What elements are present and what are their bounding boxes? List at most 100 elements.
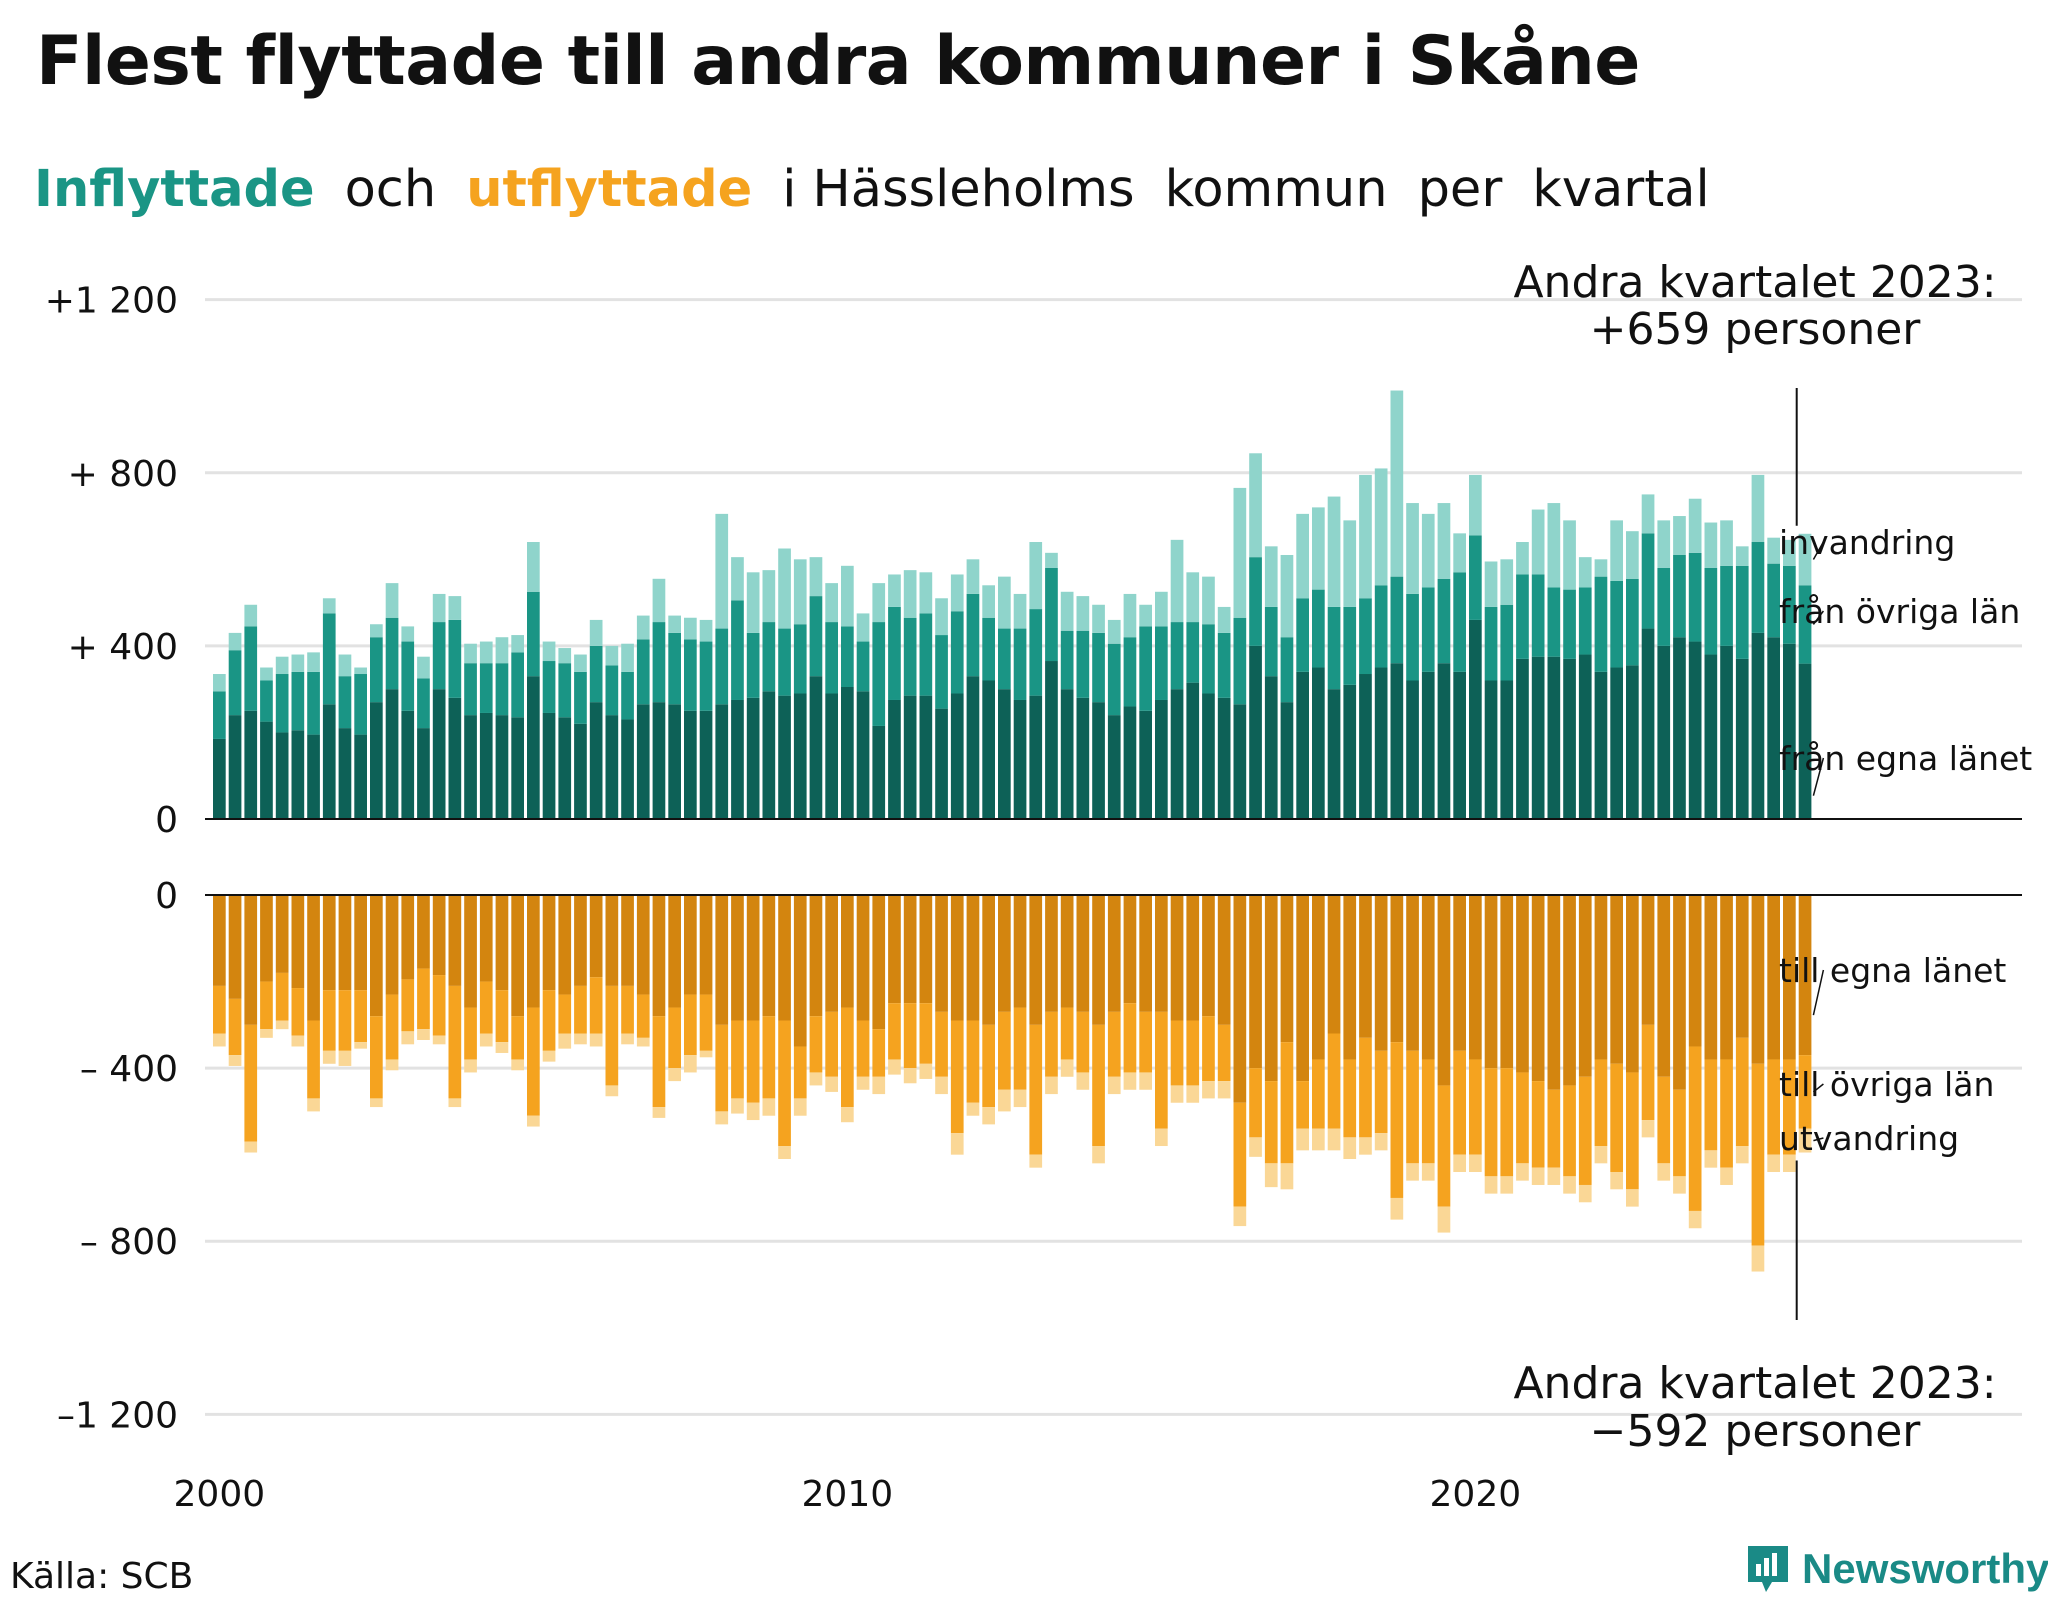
bar-in-immigration	[1657, 520, 1671, 568]
bar-in-other-counties	[903, 617, 917, 696]
x-tick-label: 2010	[802, 1474, 894, 1515]
bar-out-other-counties	[746, 1020, 760, 1103]
bar-in-other-counties	[1453, 572, 1466, 672]
bar-out-own-county	[1673, 895, 1686, 1090]
bar-out-own-county	[1374, 895, 1388, 1051]
bar-in-own-county	[213, 738, 226, 819]
bar-out-own-county	[1092, 895, 1105, 1025]
bar-out-own-county	[1657, 895, 1671, 1077]
bar-in-own-county	[354, 734, 367, 819]
bar-in-immigration	[448, 596, 462, 620]
bar-in-other-counties	[652, 622, 666, 703]
bar-in-other-counties	[1029, 609, 1043, 696]
bar-out-other-counties	[1076, 1011, 1090, 1073]
bar-out-own-county	[542, 895, 556, 991]
bar-in-immigration	[1531, 509, 1545, 575]
bar-in-other-counties	[872, 622, 886, 726]
bar-out-emigration	[1421, 1163, 1435, 1181]
annotation-top-line1: Andra kvartalet 2023:	[1513, 257, 1996, 308]
bar-out-own-county	[1783, 895, 1796, 1060]
bar-in-other-counties	[1516, 574, 1529, 659]
bar-out-other-counties	[338, 990, 352, 1051]
bar-out-emigration	[1264, 1163, 1278, 1188]
bar-in-own-county	[1657, 645, 1671, 819]
bar-out-emigration	[1123, 1072, 1137, 1090]
bar-out-own-county	[1249, 895, 1262, 1069]
bar-in-own-county	[1594, 671, 1608, 819]
bar-in-immigration	[479, 641, 493, 664]
bar-out-emigration	[322, 1050, 336, 1064]
bar-in-immigration	[982, 585, 995, 618]
bar-in-immigration	[1186, 572, 1200, 623]
bar-out-emigration	[1029, 1154, 1043, 1168]
bar-in-own-county	[1123, 706, 1137, 819]
bar-in-other-counties	[841, 626, 854, 687]
bar-in-immigration	[1594, 559, 1608, 577]
bar-out-other-counties	[589, 977, 603, 1034]
bar-in-own-county	[982, 680, 995, 819]
bar-out-own-county	[574, 895, 587, 986]
bar-out-emigration	[872, 1076, 886, 1095]
bar-in-own-county	[1751, 632, 1765, 819]
subtitle-place: Hässleholms	[812, 160, 1135, 219]
bar-out-other-counties	[1029, 1024, 1043, 1155]
bar-out-own-county	[793, 895, 807, 1047]
bar-out-own-county	[432, 895, 446, 976]
bar-in-other-counties	[762, 622, 776, 692]
bar-out-own-county	[746, 895, 760, 1021]
bar-out-other-counties	[260, 981, 273, 1030]
bar-in-other-counties	[668, 632, 681, 705]
bar-out-emigration	[1673, 1176, 1686, 1194]
bar-in-other-counties	[1312, 589, 1325, 668]
bar-out-emigration	[527, 1115, 540, 1127]
bar-in-other-counties	[1610, 580, 1623, 668]
bar-in-other-counties	[998, 628, 1011, 690]
bar-in-immigration	[1720, 520, 1733, 566]
bar-in-own-county	[950, 693, 964, 819]
bar-in-other-counties	[1264, 606, 1278, 677]
bar-out-own-county	[872, 895, 886, 1030]
bar-in-other-counties	[370, 637, 383, 703]
y-tick-label: + 800	[68, 454, 178, 495]
bar-out-own-county	[464, 895, 477, 1008]
bar-in-own-county	[935, 708, 948, 819]
bar-in-own-county	[1217, 697, 1231, 819]
bar-in-immigration	[1264, 546, 1278, 607]
bar-out-other-counties	[495, 990, 509, 1043]
subtitle-in-word: i	[782, 160, 797, 219]
annotation-bottom-line2: −592 personer	[1590, 1406, 1922, 1457]
bar-out-own-county	[1798, 895, 1812, 1056]
bar-out-own-county	[715, 895, 729, 1025]
bar-out-emigration	[621, 1033, 634, 1045]
bar-out-other-counties	[385, 994, 399, 1060]
bar-in-immigration	[1233, 487, 1247, 618]
bar-in-immigration	[746, 572, 760, 633]
y-tick-label: 0	[155, 800, 178, 841]
bar-out-other-counties	[1217, 1024, 1231, 1082]
bar-in-immigration	[1343, 520, 1357, 607]
bar-out-other-counties	[1327, 1033, 1341, 1129]
bar-in-other-counties	[1673, 554, 1686, 638]
bar-out-emigration	[1107, 1076, 1121, 1095]
bar-in-immigration	[1783, 539, 1796, 566]
bar-in-own-county	[1170, 689, 1184, 819]
bar-out-own-county	[1107, 895, 1121, 1012]
bar-in-own-county	[1563, 658, 1576, 819]
bar-in-own-county	[1076, 697, 1090, 819]
bar-out-emigration	[1767, 1154, 1780, 1172]
bar-out-emigration	[1500, 1176, 1514, 1194]
bar-out-emigration	[1437, 1206, 1451, 1233]
bar-out-other-counties	[903, 1003, 917, 1069]
bar-in-own-county	[825, 693, 838, 819]
bar-out-other-counties	[731, 1020, 744, 1099]
x-tick-label: 2000	[174, 1474, 266, 1515]
bar-in-own-county	[636, 704, 650, 819]
bar-in-other-counties	[919, 613, 933, 696]
bar-in-own-county	[1092, 702, 1105, 819]
chart-subtitle: Inflyttade och utflyttade i Hässleholms kommu…	[34, 160, 1710, 219]
bar-in-immigration	[1312, 507, 1325, 590]
bar-in-other-counties	[244, 626, 258, 711]
bar-in-other-counties	[1704, 567, 1718, 655]
bar-out-emigration	[1720, 1167, 1733, 1185]
bar-in-own-county	[338, 728, 352, 819]
